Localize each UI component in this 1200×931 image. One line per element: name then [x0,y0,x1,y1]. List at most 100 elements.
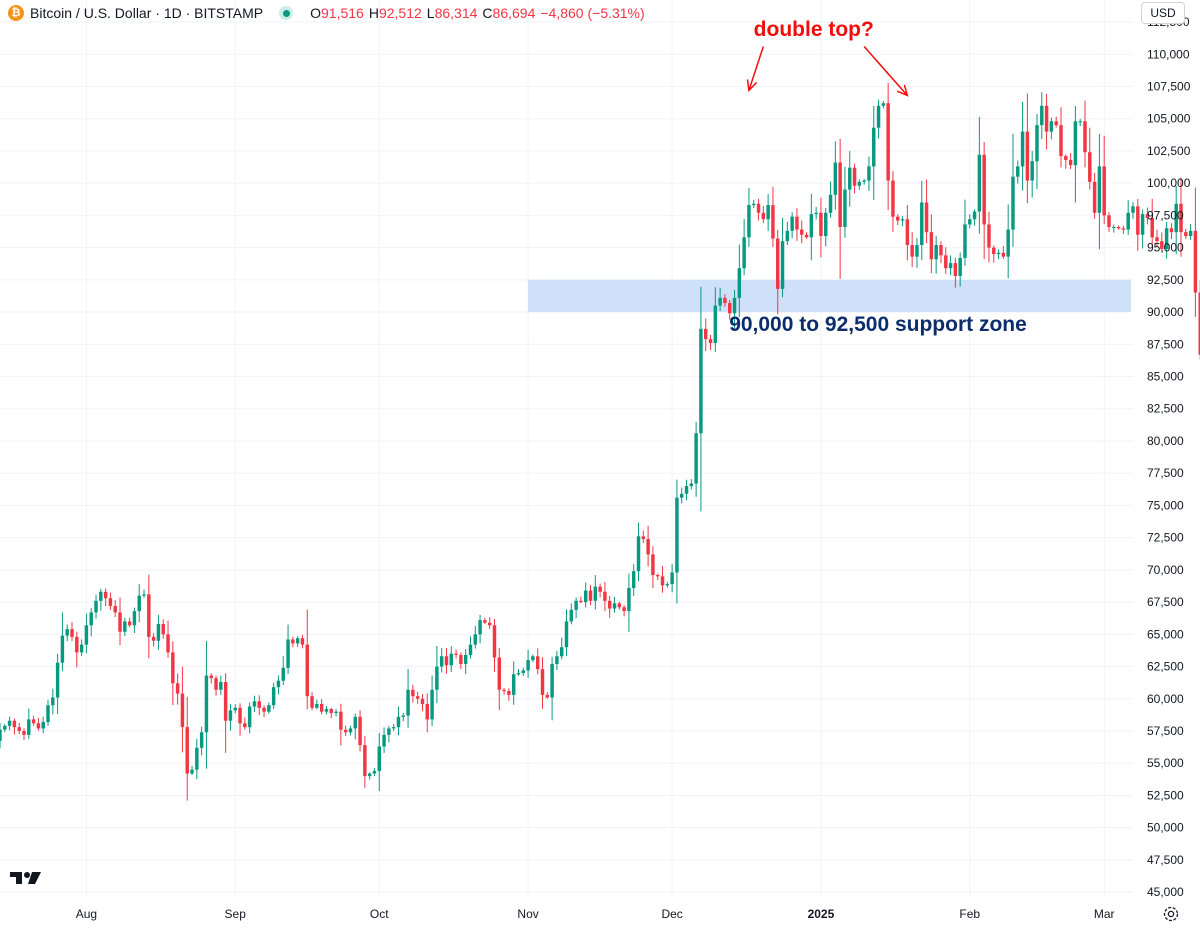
x-tick-label: Sep [225,907,247,921]
candle-body [766,205,770,220]
candle [891,171,895,232]
candle [670,564,674,593]
candle [1112,224,1116,233]
support-zone-label: 90,000 to 92,500 support zone [729,313,1027,336]
candle-body [3,725,7,730]
candle-body [756,203,761,213]
candle-body [439,656,444,667]
candle-body [449,653,454,666]
candle-body [372,770,377,774]
candle [401,713,405,722]
y-tick-label: 95,000 [1147,241,1184,255]
candle [708,334,713,351]
candle-body [785,230,790,242]
candle [228,704,233,731]
candle-body [876,105,881,128]
tradingview-logo[interactable] [10,870,42,886]
candle-body [473,634,478,645]
candle-body [703,328,708,340]
candle-body [156,624,161,641]
candle [348,725,353,736]
candle-body [550,663,554,698]
candle [876,99,881,139]
candle [291,636,295,648]
x-tick-label: Aug [76,907,97,921]
candle-body [291,639,295,644]
symbol-title[interactable]: Bitcoin / U.S. Dollar · 1D · BITSTAMP [30,5,264,21]
candle-body [377,746,381,771]
candle-body [579,600,583,603]
y-tick-label: 65,000 [1147,627,1184,641]
candle [425,693,430,733]
candle-body [809,214,814,238]
candle-body [843,189,847,227]
candle-body [113,605,117,613]
candle [1198,279,1200,360]
candle-body [790,216,794,231]
candle-body [310,696,314,708]
candle [1121,225,1126,234]
candle [987,211,991,263]
candle [382,727,386,753]
candle-body [396,716,401,728]
candle-body [583,590,588,603]
candle-body [665,584,670,586]
candle [555,650,559,671]
annotation-arrow [746,46,765,92]
candle [79,639,84,657]
candle [233,704,237,714]
candle-body [127,621,132,626]
currency-button[interactable]: USD [1141,2,1185,24]
candle-body [607,600,612,609]
candle-body [459,654,463,664]
candle [295,636,300,648]
candle-body [363,745,367,777]
candle [867,156,871,191]
candle [339,703,343,746]
candle [521,667,526,676]
candle [1059,107,1063,168]
candle [367,772,372,780]
y-tick-label: 52,500 [1147,788,1184,802]
candle [1083,100,1087,168]
axis-layer: 45,000 47,500 50,000 52,500 55,000 57,500 60,0… [76,15,1191,921]
candle-body [219,682,223,690]
candle-body [430,689,434,720]
candle-body [771,205,775,239]
candle-body [463,654,468,664]
candle [267,702,271,714]
candle-body [972,211,977,220]
candle [262,705,266,718]
candle-body [502,689,506,692]
candle [679,487,684,504]
candle-body [1174,203,1178,233]
candle-body [896,216,900,221]
candle-body [425,703,430,720]
candle-body [358,716,362,746]
candle [982,141,986,259]
candle [732,289,737,330]
candle-body [1107,215,1111,227]
candle [502,688,506,695]
candle-body [1198,292,1200,355]
candle [396,706,401,736]
candle-body [612,603,617,609]
candle-body [46,705,50,722]
high-value: 92,512 [378,5,422,21]
gear-icon[interactable] [1162,905,1180,923]
candle [977,116,982,234]
candle-body [958,257,962,276]
y-tick-label: 67,500 [1147,595,1184,609]
zone-layer [528,279,1131,313]
candle [0,722,2,749]
candle-body [516,672,521,675]
candle-body [915,245,919,257]
candle [324,705,329,715]
candle [920,180,924,261]
candle-body [1088,152,1092,182]
candle-body [276,680,281,688]
candle [329,707,333,719]
candle [161,619,165,639]
candle [99,588,103,611]
